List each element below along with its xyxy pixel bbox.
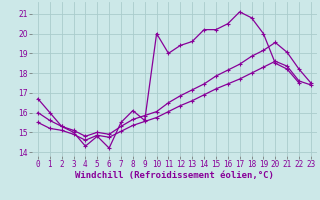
X-axis label: Windchill (Refroidissement éolien,°C): Windchill (Refroidissement éolien,°C) — [75, 171, 274, 180]
